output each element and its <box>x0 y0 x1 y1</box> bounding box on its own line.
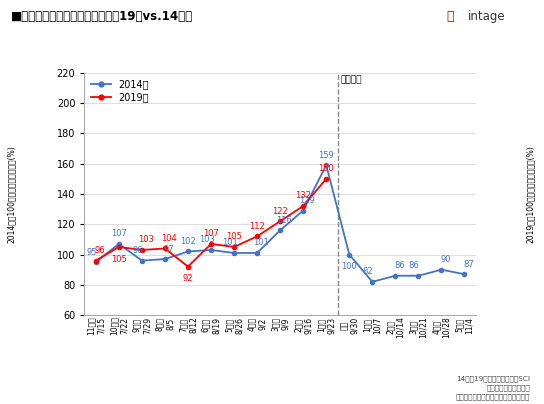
Text: 102: 102 <box>180 237 196 246</box>
2019年 <box>92 258 99 263</box>
Text: 129: 129 <box>300 196 315 205</box>
Text: 86: 86 <box>409 261 419 270</box>
2014年 <box>254 250 261 255</box>
Text: 14年／19年データソース：SCI
対象品目：ヘルスケア
購入ルート：全ルート　エリア：全国: 14年／19年データソース：SCI 対象品目：ヘルスケア 購入ルート：全ルート … <box>456 375 530 400</box>
Text: 101: 101 <box>222 238 238 247</box>
Text: 100: 100 <box>342 262 357 271</box>
Text: ■ヘルスケアの購入金額前年比（19年vs.14年）: ■ヘルスケアの購入金額前年比（19年vs.14年） <box>11 10 193 23</box>
Text: 150: 150 <box>318 164 334 173</box>
Text: 122: 122 <box>273 206 288 216</box>
Legend: 2014年, 2019年: 2014年, 2019年 <box>89 78 151 104</box>
Text: 92: 92 <box>183 274 193 283</box>
2014年 <box>415 274 422 278</box>
Text: 107: 107 <box>111 229 127 238</box>
2019年 <box>185 264 191 269</box>
Text: 2014年：100人当たり金額前年比(%): 2014年：100人当たり金額前年比(%) <box>7 145 15 243</box>
Text: 87: 87 <box>463 260 474 269</box>
Text: 112: 112 <box>249 222 265 231</box>
Text: 95: 95 <box>86 248 97 257</box>
Line: 2019年: 2019年 <box>94 177 329 269</box>
2014年 <box>438 267 444 272</box>
Text: 2019年：100人当たり金額前年比(%): 2019年：100人当たり金額前年比(%) <box>526 145 535 243</box>
Text: 159: 159 <box>318 151 334 160</box>
2014年 <box>300 208 306 213</box>
2019年 <box>208 242 214 246</box>
2014年 <box>208 248 214 252</box>
2014年 <box>461 272 468 277</box>
2014年 <box>277 228 283 233</box>
2019年 <box>277 219 283 224</box>
Text: 101: 101 <box>254 238 269 247</box>
Text: 104: 104 <box>161 234 177 243</box>
Line: 2014年: 2014年 <box>94 163 467 284</box>
Text: 105: 105 <box>226 232 242 241</box>
Text: 107: 107 <box>203 229 219 238</box>
2019年 <box>139 248 145 252</box>
2014年 <box>185 249 191 254</box>
Text: ⛩: ⛩ <box>446 10 454 23</box>
2019年 <box>300 204 306 208</box>
Text: 税率改定: 税率改定 <box>340 76 362 85</box>
Text: 90: 90 <box>440 255 451 264</box>
Text: 103: 103 <box>199 236 215 244</box>
2014年 <box>369 280 375 284</box>
Text: 103: 103 <box>138 236 154 244</box>
2014年 <box>139 258 145 263</box>
Text: 96: 96 <box>132 246 143 255</box>
2014年 <box>392 274 399 278</box>
2019年 <box>254 234 261 239</box>
2019年 <box>231 244 237 249</box>
Text: 96: 96 <box>95 246 106 255</box>
Text: 105: 105 <box>111 255 127 264</box>
Text: intage: intage <box>468 10 505 23</box>
Text: 86: 86 <box>394 261 405 270</box>
Text: 116: 116 <box>276 216 292 225</box>
Text: 132: 132 <box>295 191 311 200</box>
2019年 <box>323 177 330 181</box>
2014年 <box>162 257 168 261</box>
Text: 97: 97 <box>164 244 175 253</box>
2014年 <box>231 250 237 255</box>
Text: 82: 82 <box>363 267 374 276</box>
2019年 <box>162 246 168 251</box>
2014年 <box>346 252 353 257</box>
2014年 <box>92 260 99 265</box>
2014年 <box>323 163 330 168</box>
2014年 <box>116 242 122 246</box>
2019年 <box>116 244 122 249</box>
